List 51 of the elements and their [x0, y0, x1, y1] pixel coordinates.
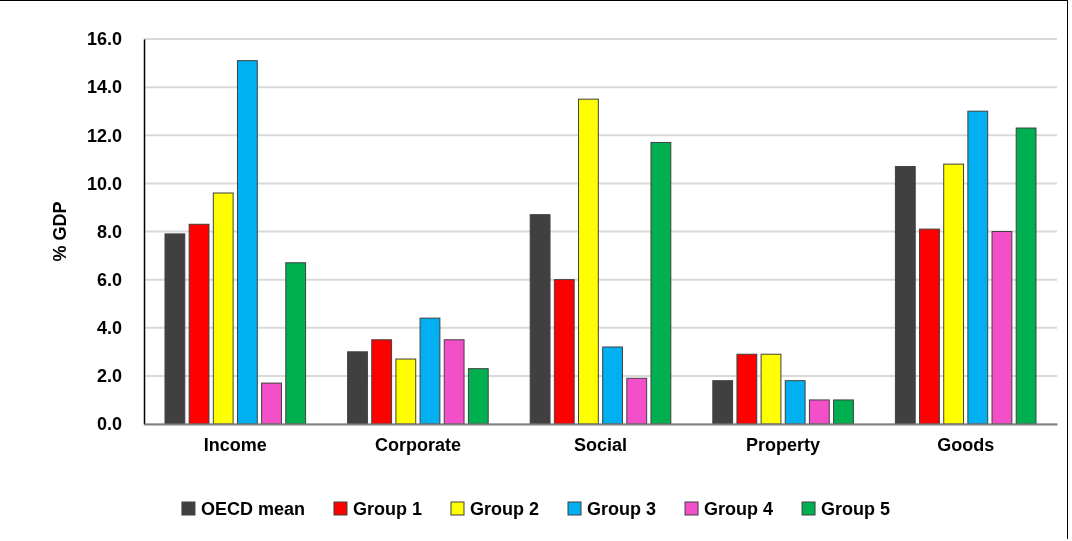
x-tick-label: Income: [203, 434, 267, 455]
bar: [760, 353, 782, 425]
bar: [602, 346, 623, 425]
bar: [943, 163, 965, 425]
y-axis-title: % GDP: [50, 201, 70, 262]
bar: [236, 60, 258, 425]
bar: [626, 377, 648, 425]
bar: [347, 351, 368, 425]
legend-label: Group 4: [704, 499, 774, 519]
bar: [553, 279, 575, 425]
bar: [164, 233, 186, 425]
y-tick-label: 6.0: [96, 269, 122, 290]
bar: [578, 98, 599, 425]
y-tick-label: 12.0: [86, 125, 122, 146]
bar: [419, 317, 441, 425]
y-tick-label: 0.0: [96, 414, 122, 435]
x-tick-label: Property: [746, 434, 821, 455]
bar: [833, 399, 854, 425]
bar: [467, 368, 489, 425]
bar: [529, 214, 551, 425]
bar: [991, 231, 1013, 425]
bar: [285, 262, 307, 425]
legend-label: OECD mean: [200, 499, 305, 519]
bar: [894, 166, 916, 425]
legend-label: Group 1: [352, 499, 422, 519]
bar: [212, 192, 234, 425]
legend-label: Group 2: [469, 499, 540, 519]
bar: [967, 110, 989, 425]
bar: [443, 339, 465, 425]
x-tick-label: Corporate: [374, 434, 461, 455]
bar: [736, 353, 758, 425]
bar: [395, 358, 417, 425]
x-tick-label: Social: [573, 434, 628, 455]
y-tick-label: 10.0: [86, 173, 122, 194]
bar: [919, 228, 940, 425]
y-tick-label: 4.0: [96, 318, 122, 339]
legend-label: Group 3: [587, 499, 657, 519]
y-tick-label: 2.0: [96, 366, 122, 387]
bar: [650, 141, 672, 425]
y-tick-label: 14.0: [86, 77, 122, 98]
x-tick-label: Goods: [937, 434, 995, 455]
bar: [808, 399, 830, 425]
bar: [712, 380, 734, 425]
bar: [261, 382, 282, 425]
bar: [188, 223, 210, 425]
bar: [1015, 127, 1037, 425]
legend-label: Group 5: [821, 499, 891, 519]
y-tick-label: 8.0: [96, 221, 122, 242]
bar: [371, 339, 393, 425]
bar: [784, 380, 806, 425]
y-tick-label: 16.0: [86, 29, 122, 50]
